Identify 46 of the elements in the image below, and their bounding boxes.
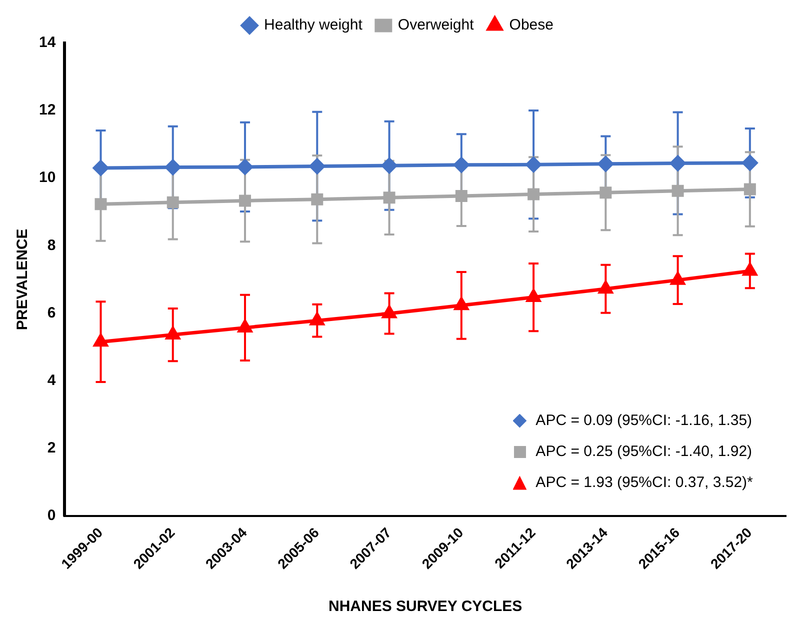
point: [528, 188, 540, 200]
point: [455, 190, 468, 202]
point: [744, 183, 756, 196]
point: [454, 298, 468, 310]
point: [526, 290, 540, 302]
y-tick-label: 14: [38, 34, 56, 52]
point: [165, 160, 181, 176]
y-axis-title: PREVALENCE: [14, 228, 32, 330]
point: [237, 159, 253, 175]
annotation: APC = 0.09 (95%CI: -1.16, 1.35): [536, 412, 752, 429]
point: [672, 184, 684, 197]
point: [742, 263, 757, 276]
point: [166, 196, 179, 208]
legend-label: Obese: [509, 16, 554, 34]
point: [526, 156, 542, 172]
point: [94, 198, 107, 210]
point: [310, 312, 324, 326]
point: [742, 155, 758, 171]
y-tick-label: 2: [47, 439, 56, 456]
x-axis-title: NHANES SURVEY CYCLES: [328, 598, 522, 616]
point: [382, 306, 396, 318]
point: [598, 281, 613, 294]
point: [93, 160, 108, 176]
y-tick-label: 0: [47, 506, 56, 524]
point: [670, 272, 685, 285]
annotation: APC = 0.25 (95%CI: -1.40, 1.92): [536, 442, 752, 460]
annotation: APC = 1.93 (95%CI: 0.37, 3.52)*: [536, 474, 754, 491]
point: [239, 194, 252, 207]
legend-label: Overweight: [398, 16, 475, 34]
point: [598, 156, 614, 172]
y-tick-label: 6: [47, 304, 56, 322]
point: [600, 186, 612, 199]
point: [383, 192, 396, 204]
point: [382, 158, 398, 174]
y-tick-label: 12: [38, 102, 56, 119]
point: [94, 334, 108, 347]
point: [309, 158, 325, 174]
y-tick-label: 10: [38, 169, 56, 186]
legend-label: Healthy weight: [264, 16, 364, 34]
y-tick-label: 8: [47, 236, 56, 254]
point: [238, 320, 252, 332]
point: [311, 193, 324, 206]
point: [670, 155, 686, 171]
point: [166, 327, 180, 340]
y-tick-label: 4: [47, 372, 56, 389]
point: [454, 157, 470, 173]
